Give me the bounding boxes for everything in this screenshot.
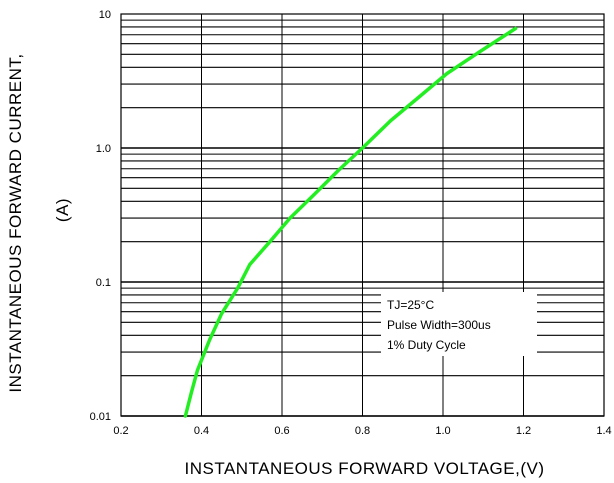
y-axis-title: INSTANTANEOUS FORWARD CURRENT,: [6, 53, 25, 392]
plot-frame: [120, 13, 605, 417]
x-tick-label: 1.0: [435, 425, 450, 437]
y-tick-label: 0.01: [90, 411, 111, 423]
y-tick-label: 10: [99, 9, 111, 21]
legend-line-duty-cycle: 1% Duty Cycle: [387, 338, 466, 352]
legend-line-pulse-width: Pulse Width=300us: [387, 318, 491, 332]
x-tick-label: 1.2: [516, 425, 531, 437]
legend-line-temperature: TJ=25°C: [387, 298, 434, 312]
y-tick-labels: 0.01 0.1 1.0 10: [90, 9, 111, 423]
x-tick-labels: 0.2 0.4 0.6 0.8 1.0 1.2 1.4: [113, 425, 611, 437]
y-axis-unit: (A): [53, 198, 72, 222]
legend-box: [381, 292, 537, 356]
x-tick-label: 0.2: [113, 425, 128, 437]
x-tick-label: 0.4: [194, 425, 209, 437]
x-axis-title: INSTANTANEOUS FORWARD VOLTAGE,(V): [185, 459, 545, 478]
x-tick-label: 0.6: [274, 425, 289, 437]
legend-annotation: TJ=25°C Pulse Width=300us 1% Duty Cycle: [381, 292, 537, 356]
x-tick-label: 0.8: [355, 425, 370, 437]
series-line: [183, 26, 518, 418]
x-tick-label: 1.4: [596, 425, 611, 437]
y-tick-label: 1.0: [96, 143, 111, 155]
y-tick-label: 0.1: [96, 277, 111, 289]
